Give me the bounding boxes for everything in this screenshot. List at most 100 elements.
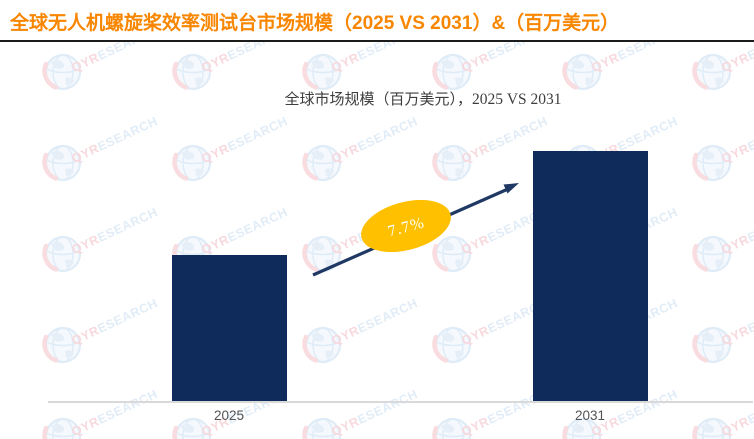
globe-meridians xyxy=(305,327,341,363)
report-title: 全球无人机螺旋桨效率测试台市场规模（2025 VS 2031）&（百万美元） xyxy=(10,13,620,34)
x-tick-2031: 2031 xyxy=(574,408,606,423)
globe-meridians xyxy=(435,418,471,439)
globe-meridians xyxy=(305,145,341,181)
globe-meridians xyxy=(565,418,601,439)
globe-icon xyxy=(304,326,342,364)
globe-continent xyxy=(701,241,715,251)
globe-continent xyxy=(701,332,715,342)
globe-continent xyxy=(441,150,455,160)
logo-red-swoosh xyxy=(172,152,189,181)
logo-red-swoosh xyxy=(302,61,319,90)
logo-red-swoosh xyxy=(302,425,309,439)
logo-red-swoosh xyxy=(42,334,59,363)
globe-meridians xyxy=(565,54,601,90)
globe-continent xyxy=(311,59,325,69)
globe-continent xyxy=(51,332,65,342)
globe-continent xyxy=(715,350,724,359)
logo-red-swoosh xyxy=(42,61,59,90)
globe-meridians xyxy=(305,54,341,90)
globe-icon xyxy=(174,144,212,182)
globe-continent xyxy=(181,423,195,433)
globe-icon xyxy=(44,53,82,91)
globe-icon xyxy=(174,53,212,91)
globe-continent xyxy=(441,332,455,342)
globe-continent xyxy=(701,150,715,160)
logo-red-swoosh xyxy=(302,152,319,181)
globe-meridians xyxy=(45,418,81,439)
globe-continent xyxy=(455,350,464,359)
logo-red-swoosh xyxy=(42,152,59,181)
globe-continent xyxy=(65,77,74,86)
globe-continent xyxy=(455,168,464,177)
globe-icon xyxy=(434,235,472,273)
globe-continent xyxy=(181,150,195,160)
globe-meridians xyxy=(45,236,81,272)
globe-continent xyxy=(701,59,715,69)
globe-meridians xyxy=(695,327,731,363)
chart-title-years: 2025 VS 2031 xyxy=(471,91,562,108)
globe-icon xyxy=(44,417,82,439)
growth-arrow-head xyxy=(503,183,519,194)
logo-red-swoosh xyxy=(432,334,449,363)
globe-continent xyxy=(311,423,325,433)
globe-continent xyxy=(311,241,325,251)
growth-arrow-layer: 7.7% xyxy=(312,183,519,277)
chart-title-cn: 全球市场规模（百万美元）， xyxy=(284,91,472,108)
globe-icon xyxy=(694,53,732,91)
globe-meridians xyxy=(695,236,731,272)
bar-2031 xyxy=(533,151,648,402)
logo-red-swoosh xyxy=(692,425,699,439)
logo-red-swoosh xyxy=(42,425,49,439)
globe-continent xyxy=(715,259,724,268)
globe-continent xyxy=(65,168,74,177)
globe-meridians xyxy=(45,145,81,181)
globe-continent xyxy=(571,59,585,69)
globe-continent xyxy=(325,77,334,86)
globe-meridians xyxy=(175,418,211,439)
logo-red-swoosh xyxy=(302,334,319,363)
logo-red-swoosh xyxy=(692,334,709,363)
globe-continent xyxy=(325,168,334,177)
x-tick-2025: 2025 xyxy=(213,408,245,423)
globe-continent xyxy=(715,77,724,86)
globe-icon xyxy=(304,417,342,439)
logo-red-swoosh xyxy=(562,425,569,439)
logo-red-swoosh xyxy=(432,425,439,439)
logo-red-swoosh xyxy=(692,152,709,181)
globe-continent xyxy=(51,423,65,433)
globe-continent xyxy=(195,77,204,86)
globe-icon xyxy=(174,417,212,439)
globe-continent xyxy=(441,59,455,69)
globe-icon xyxy=(694,235,732,273)
globe-continent xyxy=(51,59,65,69)
globe-icon xyxy=(304,53,342,91)
logo-red-swoosh xyxy=(432,152,449,181)
globe-continent xyxy=(181,241,195,251)
globe-meridians xyxy=(695,418,731,439)
globe-icon xyxy=(44,235,82,273)
globe-continent xyxy=(585,77,594,86)
globe-icon xyxy=(434,326,472,364)
globe-continent xyxy=(571,423,585,433)
globe-meridians xyxy=(175,145,211,181)
globe-continent xyxy=(441,423,455,433)
globe-meridians xyxy=(45,54,81,90)
globe-continent xyxy=(311,150,325,160)
globe-continent xyxy=(51,241,65,251)
globe-icon xyxy=(564,53,602,91)
logo-red-swoosh xyxy=(302,243,319,272)
growth-ellipse xyxy=(361,199,451,253)
globe-meridians xyxy=(45,327,81,363)
globe-continent xyxy=(65,259,74,268)
globe-icon xyxy=(434,144,472,182)
globe-continent xyxy=(455,259,464,268)
globe-continent xyxy=(701,423,715,433)
logo-red-swoosh xyxy=(432,243,449,272)
qyresearch-watermark-logo: QYRESEARCH xyxy=(692,205,754,273)
globe-meridians xyxy=(175,54,211,90)
bar-2025 xyxy=(172,255,287,402)
chart-title: 全球市场规模（百万美元），2025 VS 2031 xyxy=(284,88,561,109)
title-divider xyxy=(0,40,754,42)
globe-icon xyxy=(434,53,472,91)
x-axis-line xyxy=(48,401,753,403)
